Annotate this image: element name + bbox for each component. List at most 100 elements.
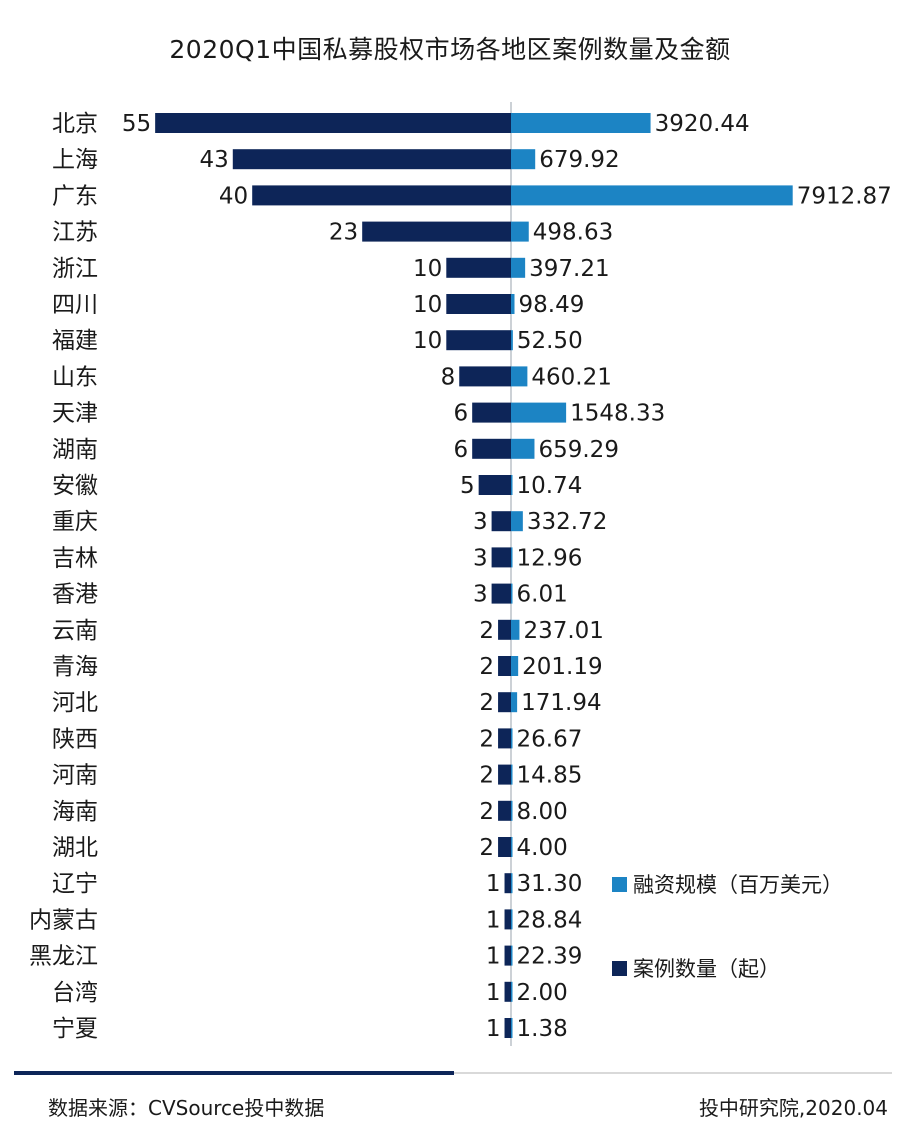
amount-bar — [511, 873, 513, 894]
count-label: 8 — [441, 364, 456, 390]
count-bar — [498, 728, 511, 749]
legend-swatch — [612, 961, 627, 976]
amount-label: 1548.33 — [570, 401, 665, 427]
count-bar — [498, 692, 511, 713]
legend-label: 融资规模（百万美元） — [633, 873, 843, 897]
count-bar — [446, 330, 511, 351]
category-label: 香港 — [52, 582, 98, 608]
amount-label: 2.00 — [517, 980, 568, 1006]
category-label: 黑龙江 — [29, 944, 98, 970]
count-label: 1 — [486, 944, 501, 970]
amount-bar — [511, 113, 651, 133]
amount-label: 14.85 — [517, 763, 583, 789]
amount-label: 6.01 — [517, 582, 568, 608]
count-bar — [472, 402, 511, 423]
count-label: 40 — [219, 183, 248, 209]
amount-label: 7912.87 — [797, 183, 892, 209]
amount-bar — [511, 945, 513, 966]
count-label: 2 — [479, 835, 494, 861]
count-bar — [504, 873, 511, 894]
amount-label: 28.84 — [517, 907, 583, 933]
amount-bar — [511, 837, 513, 857]
count-bar — [504, 909, 511, 930]
count-bar — [472, 438, 511, 459]
amount-bar — [511, 438, 535, 459]
amount-label: 4.00 — [517, 835, 568, 861]
count-bar — [362, 221, 511, 242]
footer-rule-dark — [14, 1071, 454, 1075]
count-bar — [504, 945, 511, 966]
count-label: 1 — [486, 1016, 501, 1042]
amount-bar — [511, 656, 519, 676]
amount-bar — [511, 800, 513, 821]
count-label: 10 — [413, 292, 442, 318]
category-label: 广东 — [52, 183, 98, 209]
count-label: 2 — [479, 654, 494, 680]
category-label: 宁夏 — [52, 1016, 98, 1042]
amount-bar — [511, 330, 513, 351]
amount-label: 12.96 — [517, 545, 583, 571]
count-label: 3 — [473, 545, 488, 571]
category-label: 云南 — [52, 618, 98, 644]
count-bar — [478, 475, 511, 495]
amount-label: 1.38 — [517, 1016, 568, 1042]
amount-label: 679.92 — [539, 147, 619, 173]
amount-label: 237.01 — [523, 618, 603, 644]
amount-label: 22.39 — [517, 944, 583, 970]
count-label: 10 — [413, 328, 442, 354]
count-label: 2 — [479, 618, 494, 644]
amount-bar — [511, 402, 567, 423]
count-label: 55 — [122, 111, 151, 137]
amount-label: 8.00 — [517, 799, 568, 825]
amount-label: 10.74 — [517, 473, 583, 499]
count-label: 2 — [479, 763, 494, 789]
category-label: 北京 — [52, 111, 98, 137]
count-bar — [459, 366, 511, 387]
category-label: 辽宁 — [52, 871, 98, 897]
amount-label: 26.67 — [517, 726, 583, 752]
source-note: 数据来源：CVSource投中数据 — [48, 1096, 325, 1120]
count-label: 6 — [454, 437, 469, 463]
count-bar — [491, 547, 511, 568]
count-bar — [155, 113, 511, 133]
legend-label: 案例数量（起） — [633, 957, 780, 981]
amount-label: 171.94 — [521, 690, 601, 716]
count-bar — [498, 800, 511, 821]
legend-swatch — [612, 877, 627, 892]
count-label: 10 — [413, 256, 442, 282]
count-bar — [498, 764, 511, 785]
amount-label: 3920.44 — [655, 111, 750, 137]
amount-label: 498.63 — [533, 220, 613, 246]
amount-label: 659.29 — [538, 437, 618, 463]
count-bar — [446, 257, 511, 278]
amount-bar — [511, 1018, 513, 1038]
category-label: 江苏 — [52, 220, 98, 246]
count-label: 2 — [479, 690, 494, 716]
count-bar — [498, 619, 511, 640]
amount-label: 31.30 — [517, 871, 583, 897]
count-bar — [504, 1018, 511, 1038]
category-label: 安徽 — [52, 473, 98, 499]
category-label: 湖南 — [52, 437, 98, 463]
category-label: 海南 — [52, 799, 98, 825]
amount-bar — [511, 692, 518, 713]
count-bar — [498, 656, 511, 676]
count-label: 2 — [479, 799, 494, 825]
amount-bar — [511, 909, 513, 930]
count-label: 1 — [486, 871, 501, 897]
amount-bar — [511, 294, 515, 314]
count-bar — [252, 185, 511, 206]
amount-label: 98.49 — [519, 292, 585, 318]
amount-bar — [511, 257, 526, 278]
count-bar — [504, 981, 511, 1002]
count-label: 3 — [473, 582, 488, 608]
count-label: 1 — [486, 907, 501, 933]
category-label: 青海 — [52, 654, 98, 680]
category-label: 福建 — [52, 328, 98, 354]
amount-bar — [511, 185, 793, 206]
amount-bar — [511, 981, 513, 1002]
count-label: 6 — [454, 401, 469, 427]
category-label: 重庆 — [52, 509, 98, 535]
category-label: 天津 — [52, 401, 98, 427]
